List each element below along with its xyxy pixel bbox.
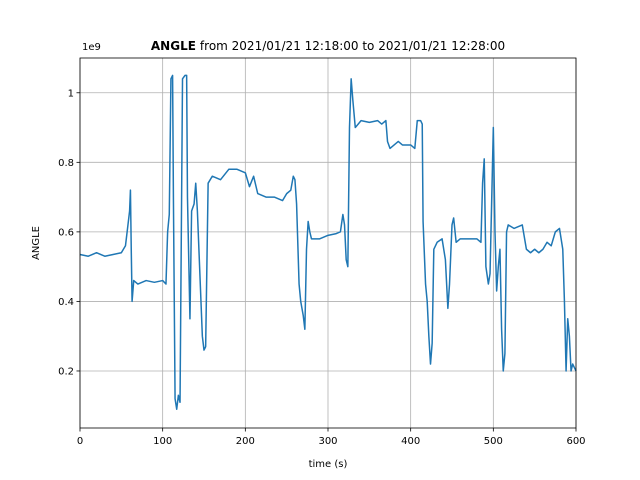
chart-title: ANGLE from 2021/01/21 12:18:00 to 2021/01… [151,39,505,53]
offset-label: 1e9 [82,42,101,53]
y-tick-label: 0.8 [58,158,74,169]
x-tick-label: 400 [401,436,420,447]
x-tick-label: 0 [77,436,83,447]
plot-frame [79,57,577,429]
y-tick-label: 0.6 [58,227,74,238]
x-tick-label: 600 [566,436,585,447]
y-tick-label: 1 [68,88,74,99]
y-tick-label: 0.4 [58,297,74,308]
y-tick-label: 0.2 [58,366,74,377]
data-line [79,74,577,410]
x-tick-label: 100 [153,436,172,447]
y-axis-label: ANGLE [31,226,42,260]
chart-title-text: from 2021/01/21 12:18:00 to 2021/01/21 1… [200,39,505,53]
x-tick-label: 300 [318,436,337,447]
x-tick-label: 200 [236,436,255,447]
x-axis-label: time (s) [309,459,348,470]
x-tick-label: 500 [484,436,503,447]
chart-title-bold: ANGLE [151,39,196,53]
